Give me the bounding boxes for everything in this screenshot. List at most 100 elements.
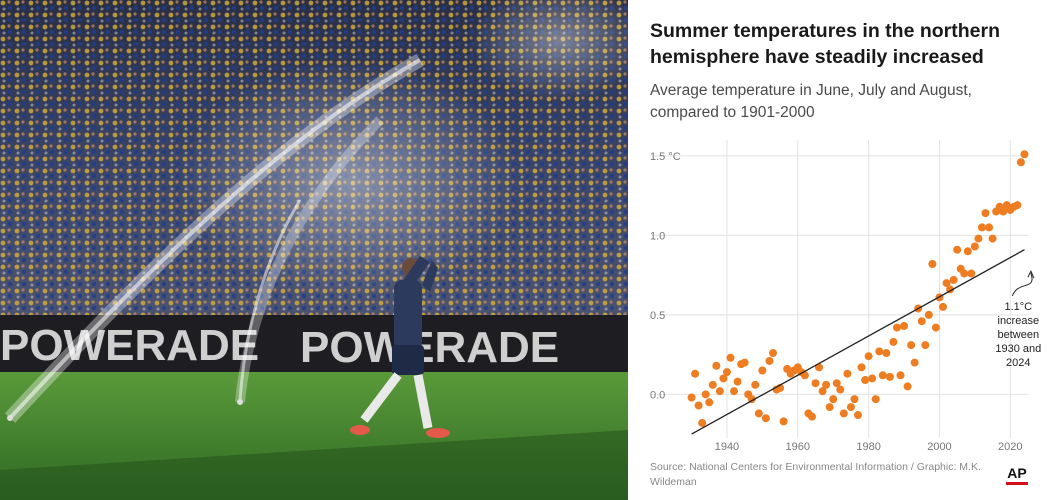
data-point bbox=[839, 409, 848, 418]
svg-text:POWERADE: POWERADE bbox=[300, 323, 559, 372]
data-point bbox=[740, 358, 749, 367]
annotation-text: increase bbox=[998, 315, 1040, 327]
ad-board-text: POWERADE bbox=[0, 321, 259, 370]
data-point bbox=[733, 377, 742, 386]
data-point bbox=[726, 353, 735, 362]
y-axis-tick-labels: 0.0 0.5 1.0 1.5 °C bbox=[650, 151, 681, 401]
data-point bbox=[953, 245, 962, 254]
data-point bbox=[1020, 150, 1029, 159]
data-point bbox=[949, 275, 958, 284]
data-point bbox=[931, 323, 940, 332]
data-point bbox=[754, 409, 763, 418]
chart-subtitle: Average temperature in June, July and Au… bbox=[650, 82, 972, 121]
data-point bbox=[921, 341, 930, 350]
annotation-text: between bbox=[997, 329, 1039, 341]
temperature-scatter-chart: 0.0 0.5 1.0 1.5 °C 1940 1960 1980 2000 2020 1.1… bbox=[650, 140, 1041, 453]
data-point bbox=[843, 369, 852, 378]
data-point bbox=[885, 372, 894, 381]
data-point bbox=[939, 302, 947, 311]
data-point bbox=[896, 371, 905, 380]
data-point bbox=[875, 347, 884, 356]
x-tick-label: 1980 bbox=[856, 441, 880, 453]
annotation-text: 1930 and bbox=[995, 343, 1041, 355]
data-point bbox=[999, 207, 1008, 216]
data-point bbox=[970, 242, 979, 251]
y-tick-label: 1.0 bbox=[650, 230, 665, 242]
data-point bbox=[779, 417, 788, 426]
data-point bbox=[705, 398, 714, 407]
data-point bbox=[917, 317, 926, 326]
data-point bbox=[698, 418, 707, 427]
data-point bbox=[722, 368, 731, 377]
data-point bbox=[730, 387, 739, 396]
data-point bbox=[694, 401, 703, 410]
data-point bbox=[900, 322, 909, 330]
data-point bbox=[825, 403, 834, 412]
data-point bbox=[769, 349, 777, 358]
annotation-arrowhead bbox=[1027, 269, 1035, 279]
x-tick-label: 2000 bbox=[927, 441, 951, 453]
data-point bbox=[960, 269, 969, 278]
data-point bbox=[985, 223, 994, 232]
data-point bbox=[907, 341, 916, 350]
data-point bbox=[963, 247, 972, 256]
data-point bbox=[829, 395, 838, 404]
data-point bbox=[974, 234, 983, 243]
data-point bbox=[832, 379, 841, 388]
stadium-sprinkler-photo-icon: POWERADE POWERADE bbox=[0, 0, 628, 500]
data-point bbox=[712, 361, 721, 370]
data-point bbox=[889, 337, 898, 346]
data-point bbox=[846, 403, 855, 412]
x-tick-label: 1960 bbox=[786, 441, 810, 453]
data-point bbox=[981, 209, 990, 218]
data-point bbox=[924, 310, 933, 319]
x-axis-tick-labels: 1940 1960 1980 2000 2020 bbox=[715, 441, 1023, 453]
data-point bbox=[818, 387, 827, 396]
data-point bbox=[864, 352, 873, 361]
data-point bbox=[928, 260, 937, 268]
data-point bbox=[903, 382, 912, 391]
data-point bbox=[761, 414, 770, 423]
player-figure bbox=[350, 256, 450, 438]
annotation-arrow bbox=[1011, 273, 1033, 297]
data-point bbox=[857, 363, 866, 372]
ap-logo: AP bbox=[1006, 466, 1028, 485]
data-point bbox=[942, 279, 951, 288]
data-point bbox=[1016, 158, 1025, 167]
data-point bbox=[811, 379, 820, 388]
data-point bbox=[871, 395, 880, 404]
data-points bbox=[687, 150, 1029, 427]
source-credit: Source: National Centers for Environment… bbox=[650, 461, 981, 488]
data-point bbox=[988, 234, 997, 243]
y-tick-label: 0.5 bbox=[650, 310, 665, 322]
y-tick-label: 1.5 °C bbox=[650, 151, 681, 163]
annotation-text: 1.1°C bbox=[1004, 301, 1032, 313]
data-point bbox=[758, 366, 767, 375]
data-point bbox=[751, 380, 760, 389]
grid-lines bbox=[652, 140, 1028, 438]
data-point bbox=[687, 393, 696, 402]
data-point bbox=[892, 323, 901, 332]
data-point bbox=[977, 223, 986, 232]
data-point bbox=[719, 374, 728, 383]
data-point bbox=[854, 411, 862, 420]
trend-line bbox=[691, 249, 1025, 435]
data-point bbox=[882, 349, 891, 358]
data-point bbox=[822, 380, 831, 389]
data-point bbox=[691, 369, 700, 378]
data-point bbox=[715, 387, 724, 396]
data-point bbox=[868, 374, 877, 383]
stadium-photo: POWERADE POWERADE bbox=[0, 0, 628, 500]
data-point bbox=[878, 371, 887, 380]
y-tick-label: 0.0 bbox=[650, 389, 665, 401]
data-point bbox=[861, 376, 870, 385]
data-point bbox=[815, 363, 824, 372]
annotation-text: 2024 bbox=[1006, 357, 1030, 369]
chart-panel: Summer temperatures in the northern hemi… bbox=[628, 0, 1050, 500]
x-tick-label: 2020 bbox=[998, 441, 1022, 453]
chart-title: Summer temperatures in the northern hemi… bbox=[650, 20, 1000, 68]
data-point bbox=[1013, 201, 1022, 210]
data-point bbox=[910, 358, 919, 367]
data-point bbox=[708, 380, 717, 389]
data-point bbox=[807, 412, 816, 421]
